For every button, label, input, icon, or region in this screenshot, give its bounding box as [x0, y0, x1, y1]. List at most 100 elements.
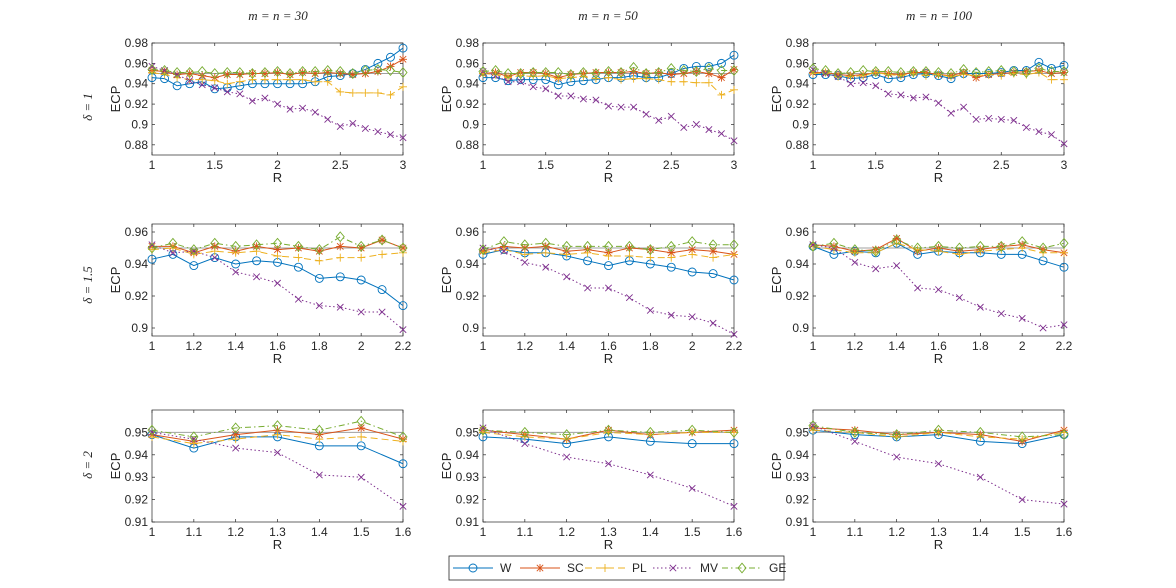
data-point-w: [398, 301, 408, 311]
data-point-mv: [997, 115, 1005, 123]
data-point-mv: [1060, 140, 1068, 148]
row-label-2: δ = 1.5: [80, 266, 95, 304]
data-point-w: [687, 267, 697, 277]
data-point-ge: [189, 244, 199, 256]
data-point-ge: [1009, 66, 1019, 78]
x-tick-label: 1.5: [684, 525, 701, 539]
data-point-pl: [357, 432, 366, 441]
data-point-mv: [567, 92, 575, 100]
y-axis-label: ECP: [108, 453, 123, 480]
data-point-sc: [688, 245, 697, 254]
axes: 1 1.1 1.2 1.3 1.4 1.5 1.6 0.91 0.92 0.93 0.94 0.95 R…: [439, 409, 743, 552]
data-point-ge: [293, 240, 304, 252]
data-point-mv: [625, 294, 633, 302]
y-tick-label: 0.96: [125, 225, 149, 239]
x-tick-label: 1: [810, 525, 817, 539]
y-tick-label: 0.91: [786, 515, 810, 529]
legend-marker: [737, 562, 747, 574]
data-point-pl: [625, 252, 634, 260]
data-point-ge: [679, 64, 689, 76]
data-point-mv: [985, 114, 993, 122]
y-tick-label: 0.92: [456, 289, 480, 303]
x-tick-label: 2.2: [395, 339, 412, 353]
data-point-mv: [148, 241, 156, 249]
y-tick-label: 0.88: [125, 138, 149, 152]
data-point-mv: [554, 92, 562, 100]
x-tick-label: 1: [810, 158, 817, 172]
col-title-1: m = n = 30: [248, 8, 308, 23]
x-tick-label: 1.1: [846, 525, 863, 539]
data-point-w: [356, 441, 366, 451]
data-point-sc: [646, 245, 655, 254]
data-point-ge: [298, 66, 308, 78]
y-axis-label: ECP: [108, 267, 123, 294]
data-point-ge: [645, 426, 655, 438]
data-point-sc: [625, 244, 634, 252]
data-point-pl: [629, 74, 638, 83]
x-tick-label: 1.6: [726, 525, 743, 539]
data-point-pl: [579, 72, 588, 81]
data-point-ge: [1059, 237, 1069, 249]
data-point-ge: [272, 237, 283, 249]
data-point-ge: [871, 66, 881, 78]
x-tick-label: 1.1: [185, 525, 202, 539]
subplot-2-1: 1 1.2 1.4 1.6 1.8 2 2.2 0.9 0.92 0.94 0.96 R ECP: [108, 223, 412, 366]
x-tick-label: 1.5: [867, 158, 884, 172]
y-tick-label: 0.96: [456, 56, 480, 70]
data-point-sc: [286, 70, 295, 79]
y-tick-label: 0.93: [786, 470, 810, 484]
data-point-pl: [311, 77, 320, 86]
data-point-mv: [955, 294, 963, 302]
data-point-ge: [314, 244, 324, 256]
x-tick-label: 1.3: [600, 525, 617, 539]
data-point-sc: [231, 430, 240, 439]
plot-area: [813, 43, 1064, 155]
data-point-w: [293, 262, 303, 272]
series-line-ge: [151, 420, 404, 438]
data-point-ge: [645, 244, 655, 256]
data-point-mv: [1060, 321, 1068, 329]
data-point-pl: [348, 88, 357, 97]
data-point-ge: [846, 67, 856, 79]
data-point-mv: [851, 437, 859, 445]
x-tick-label: 2.5: [993, 158, 1010, 172]
data-point-mv: [1018, 314, 1026, 322]
data-point-ge: [503, 68, 513, 80]
data-point-pl: [679, 77, 688, 86]
data-point-mv: [893, 262, 901, 270]
y-tick-label: 0.88: [786, 138, 810, 152]
y-tick-label: 0.98: [456, 36, 480, 50]
data-point-mv: [386, 131, 394, 139]
subplot-1-2: 1 1.5 2 2.5 3 0.88 0.9 0.92 0.94 0.96 0.98 R ECP: [439, 36, 739, 185]
plot-area: [152, 43, 403, 155]
data-point-sc: [667, 248, 676, 257]
y-axis-label: ECP: [769, 453, 784, 480]
x-tick-label: 1.4: [972, 525, 989, 539]
subplot-1-1: 1 1.5 2 2.5 3 0.88 0.9 0.92 0.94 0.96 0.98 R ECP: [108, 36, 408, 185]
data-point-mv: [504, 78, 512, 86]
data-point-mv: [399, 326, 407, 334]
data-point-ge: [729, 239, 739, 251]
legend: W SC PL MV GE: [448, 555, 786, 581]
data-point-pl: [692, 78, 701, 87]
data-point-ge: [562, 429, 572, 441]
data-point-ge: [159, 64, 170, 76]
data-point-pl: [273, 252, 282, 260]
x-tick-label: 3: [1061, 158, 1068, 172]
data-point-pl: [892, 239, 901, 248]
data-point-ge: [1017, 236, 1027, 248]
data-point-ge: [578, 67, 588, 79]
x-tick-label: 2.5: [663, 158, 680, 172]
x-axis-label: R: [273, 537, 282, 552]
legend-marker: [669, 564, 677, 572]
series-ge: [478, 424, 739, 441]
data-point-pl: [479, 248, 487, 257]
data-point-ge: [883, 66, 893, 78]
row-labels: δ = 1 δ = 1.5 δ = 2: [80, 93, 95, 479]
data-point-ge: [478, 424, 488, 436]
data-point-w: [604, 261, 613, 271]
subplot-1-3: 1 1.5 2 2.5 3 0.88 0.9 0.92 0.94 0.96 0.98 R ECP: [769, 36, 1069, 185]
data-point-sc: [357, 244, 366, 252]
data-point-mv: [169, 249, 177, 257]
data-point-sc: [373, 67, 382, 76]
